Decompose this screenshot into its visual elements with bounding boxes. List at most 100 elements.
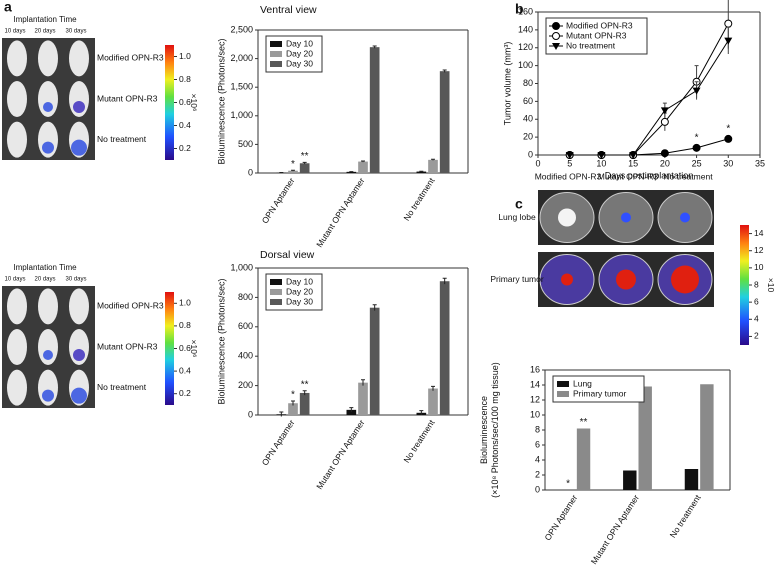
y-tick-label: 100	[518, 60, 533, 70]
annotation: *	[291, 159, 295, 170]
row-label: No treatment	[97, 382, 147, 392]
signal	[558, 208, 576, 227]
error-bar	[372, 304, 377, 311]
legend-swatch	[557, 391, 569, 397]
colorbar	[165, 292, 174, 405]
column-label: Mutant OPN-R3	[598, 171, 659, 181]
x-tick-label: 20	[660, 158, 670, 168]
row-label: Lung lobe	[498, 212, 536, 222]
error-bar	[431, 158, 435, 161]
colorbar-tick-label: 12	[754, 245, 764, 255]
panel-label: c	[515, 196, 523, 212]
error-bar	[372, 45, 377, 49]
colorbar-tick-label: 1.0	[179, 298, 191, 308]
series-line	[569, 40, 729, 156]
colorbar-tick-label: 8	[754, 279, 759, 289]
legend-swatch	[270, 61, 282, 67]
image-header: Implantation Time	[13, 263, 77, 272]
y-tick-label: 500	[238, 139, 253, 149]
mouse	[38, 288, 58, 325]
annotation: *	[695, 132, 699, 143]
row-label: No treatment	[97, 134, 147, 144]
signal	[42, 389, 54, 402]
marker	[565, 152, 574, 159]
row-label: Mutant OPN-R3	[97, 341, 158, 351]
mouse	[7, 121, 27, 158]
y-tick-label: 1,000	[230, 262, 253, 272]
y-tick-label: 4	[535, 454, 540, 464]
y-tick-label: 800	[238, 292, 253, 302]
y-tick-label: 2,000	[230, 53, 253, 63]
signal	[43, 102, 53, 112]
bar	[346, 171, 357, 173]
bar	[288, 170, 298, 173]
bar	[369, 307, 380, 415]
mouse	[7, 81, 27, 117]
bar	[428, 159, 438, 173]
marker	[629, 152, 638, 159]
annotation: *	[291, 390, 295, 401]
column-label: 20 days	[34, 277, 55, 283]
legend-label: Lung	[573, 378, 592, 388]
legend-label: No treatment	[566, 40, 616, 50]
y-tick-label: 160	[518, 6, 533, 16]
x-tick-label: Mutant OPN Aptamer	[589, 493, 641, 566]
bar	[299, 163, 310, 173]
marker	[692, 87, 701, 95]
colorbar-tick-label: 2	[754, 331, 759, 341]
annotation: **	[580, 417, 588, 428]
signal	[680, 212, 690, 223]
legend-label: Mutant OPN-R3	[566, 30, 627, 40]
column-label: Modified OPN-R3	[535, 171, 602, 181]
marker	[597, 152, 606, 159]
colorbar-tick-label: 0.6	[179, 343, 191, 353]
annotation: *	[566, 479, 570, 490]
bar	[439, 281, 450, 415]
error-bar	[419, 170, 424, 172]
marker	[724, 134, 733, 143]
bar	[576, 428, 591, 490]
signal	[73, 101, 85, 113]
y-tick-label: 400	[238, 351, 253, 361]
y-tick-label: 20	[523, 132, 533, 142]
annotation: **	[301, 151, 309, 162]
signal	[561, 273, 573, 286]
error-bar	[442, 69, 447, 73]
y-tick-label: 12	[530, 394, 540, 404]
colorbar-unit: ×10	[766, 278, 776, 293]
y-tick-label: 0	[535, 484, 540, 494]
marker	[552, 32, 560, 40]
marker	[660, 117, 669, 126]
legend-swatch	[270, 289, 282, 295]
y-tick-label: 1,000	[230, 110, 253, 120]
y-tick-label: 1,500	[230, 82, 253, 92]
colorbar-tick-label: 1.0	[179, 51, 191, 61]
legend-label: Day 30	[286, 296, 313, 306]
marker	[660, 107, 669, 115]
x-tick-label: No treatment	[401, 417, 436, 464]
row-label: Modified OPN-R3	[97, 53, 164, 63]
mouse	[7, 40, 27, 77]
error-bar	[302, 390, 307, 396]
y-axis-label: Bioluminescence	[479, 396, 489, 464]
x-axis-label: Days postimplantation	[605, 170, 694, 180]
error-bar	[302, 161, 307, 165]
signal	[73, 349, 85, 361]
error-bar	[442, 277, 447, 285]
chart-title: Ventral view	[260, 4, 317, 16]
colorbar-tick-label: 4	[754, 314, 759, 324]
marker	[552, 22, 560, 30]
bar	[358, 161, 368, 173]
signal	[616, 269, 636, 290]
signal	[71, 139, 87, 156]
error-bar	[279, 411, 284, 417]
colorbar-unit: ×10⁶	[189, 340, 199, 358]
bar	[369, 47, 380, 173]
y-tick-label: 200	[238, 380, 253, 390]
legend-box	[552, 375, 645, 403]
panel-label: a	[4, 0, 12, 15]
y-tick-label: 14	[530, 379, 540, 389]
marker	[724, 37, 733, 45]
signal	[43, 350, 53, 360]
row-label: Mutant OPN-R3	[97, 93, 158, 103]
